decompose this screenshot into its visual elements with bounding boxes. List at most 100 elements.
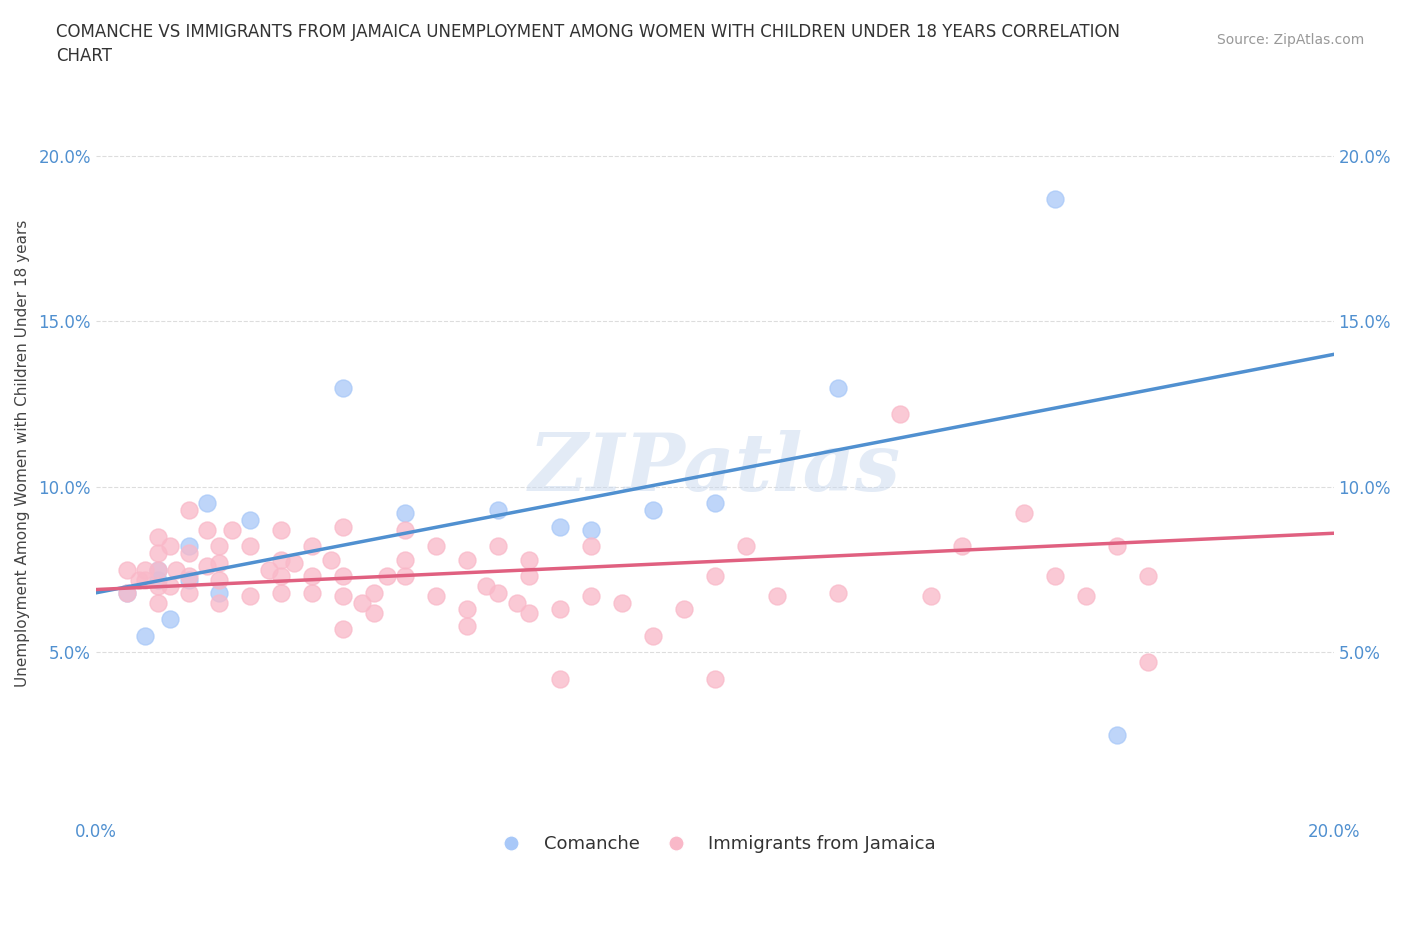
Point (146, 546, 169, 561)
Point (517, 605, 540, 620)
Point (301, 569, 323, 584)
Point (734, 539, 756, 554)
Point (115, 585, 138, 600)
Point (134, 629, 156, 644)
Point (703, 496, 725, 511)
Point (456, 552, 478, 567)
Point (394, 569, 416, 584)
Point (208, 595, 231, 610)
Point (239, 539, 262, 554)
Point (486, 585, 509, 600)
Point (270, 523, 292, 538)
Point (579, 523, 602, 538)
Point (195, 523, 218, 538)
Point (208, 585, 231, 600)
Point (159, 578, 181, 593)
Point (270, 585, 292, 600)
Point (456, 602, 478, 617)
Point (332, 622, 354, 637)
Point (208, 539, 231, 554)
Point (579, 589, 602, 604)
Point (765, 589, 787, 604)
Point (827, 380, 849, 395)
Point (579, 539, 602, 554)
Point (394, 552, 416, 567)
Point (177, 569, 200, 584)
Point (505, 595, 527, 610)
Point (146, 529, 169, 544)
Point (1043, 569, 1066, 584)
Point (177, 572, 200, 587)
Point (177, 585, 200, 600)
Point (672, 602, 695, 617)
Point (239, 589, 262, 604)
Point (517, 552, 540, 567)
Point (1074, 589, 1097, 604)
Point (177, 546, 200, 561)
Point (456, 618, 478, 633)
Point (474, 578, 496, 593)
Point (950, 539, 973, 554)
Point (1043, 192, 1066, 206)
Point (177, 502, 200, 517)
Point (115, 585, 138, 600)
Point (128, 572, 150, 587)
Point (703, 569, 725, 584)
Point (394, 506, 416, 521)
Point (548, 519, 571, 534)
Point (641, 629, 664, 644)
Point (548, 602, 571, 617)
Point (425, 539, 447, 554)
Legend: Comanche, Immigrants from Jamaica: Comanche, Immigrants from Jamaica (486, 828, 943, 860)
Point (208, 555, 231, 570)
Point (146, 595, 169, 610)
Point (1136, 569, 1159, 584)
Point (332, 380, 354, 395)
Point (239, 512, 262, 527)
Point (270, 569, 292, 584)
Point (146, 578, 169, 593)
Point (517, 569, 540, 584)
Point (350, 595, 373, 610)
Point (486, 539, 509, 554)
Point (283, 555, 305, 570)
Point (208, 572, 231, 587)
Point (363, 605, 385, 620)
Point (363, 585, 385, 600)
Point (394, 523, 416, 538)
Point (159, 539, 181, 554)
Text: Source: ZipAtlas.com: Source: ZipAtlas.com (1216, 33, 1364, 46)
Point (134, 563, 156, 578)
Point (301, 539, 323, 554)
Point (1105, 539, 1128, 554)
Point (177, 539, 200, 554)
Point (270, 552, 292, 567)
Point (827, 585, 849, 600)
Point (332, 569, 354, 584)
Point (195, 559, 218, 574)
Point (332, 519, 354, 534)
Text: ZIPatlas: ZIPatlas (529, 430, 901, 507)
Point (146, 563, 169, 578)
Point (889, 406, 911, 421)
Point (641, 502, 664, 517)
Point (146, 563, 169, 578)
Point (257, 563, 280, 578)
Point (486, 502, 509, 517)
Point (610, 595, 633, 610)
Y-axis label: Unemployment Among Women with Children Under 18 years: Unemployment Among Women with Children U… (15, 220, 30, 687)
Point (319, 552, 342, 567)
Point (425, 589, 447, 604)
Point (375, 569, 398, 584)
Point (146, 572, 169, 587)
Point (703, 671, 725, 686)
Point (301, 585, 323, 600)
Point (159, 612, 181, 627)
Point (221, 523, 243, 538)
Point (165, 563, 187, 578)
Point (134, 572, 156, 587)
Point (1136, 655, 1159, 670)
Text: COMANCHE VS IMMIGRANTS FROM JAMAICA UNEMPLOYMENT AMONG WOMEN WITH CHILDREN UNDER: COMANCHE VS IMMIGRANTS FROM JAMAICA UNEM… (56, 23, 1121, 65)
Point (1012, 506, 1035, 521)
Point (332, 589, 354, 604)
